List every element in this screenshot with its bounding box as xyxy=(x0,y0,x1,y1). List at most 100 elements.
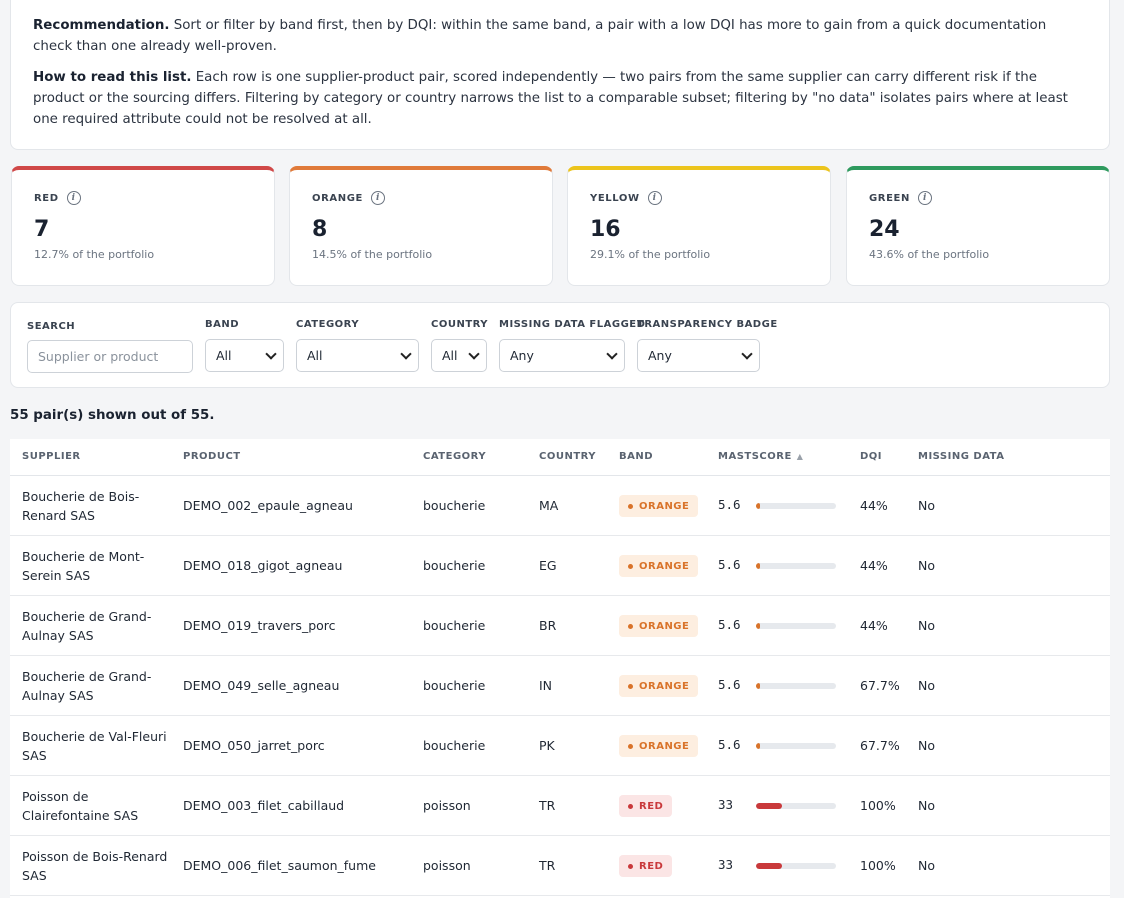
kpi-label: ORANGE xyxy=(312,192,363,204)
info-icon[interactable]: i xyxy=(647,191,662,205)
mastscore-bar-fill xyxy=(756,743,761,749)
category-select-value: All xyxy=(307,348,323,363)
header-supplier[interactable]: SUPPLIER xyxy=(22,451,81,462)
cell-supplier: Boucherie de Bois-Renard SAS xyxy=(22,489,140,523)
chevron-down-icon xyxy=(265,348,277,360)
cell-missing-data: No xyxy=(918,498,935,513)
cell-category: poisson xyxy=(423,798,471,813)
missing-data-select-value: Any xyxy=(510,348,534,363)
band-badge-label: ORANGE xyxy=(639,680,690,692)
band-dot-icon xyxy=(628,743,633,749)
cell-category: boucherie xyxy=(423,678,486,693)
cell-country: IN xyxy=(539,678,553,693)
band-dot-icon xyxy=(628,683,633,689)
table-row[interactable]: Boucherie de Mont-Serein SAS DEMO_018_gig… xyxy=(10,536,1110,596)
header-missing-data[interactable]: MISSING DATA xyxy=(918,451,1005,462)
cell-supplier: Boucherie de Mont-Serein SAS xyxy=(22,549,145,583)
info-icon[interactable]: i xyxy=(370,191,385,205)
recommendation-body: Sort or filter by band first, then by DQ… xyxy=(33,18,1047,54)
mastscore-bar-fill xyxy=(756,563,761,569)
band-dot-icon xyxy=(628,623,633,629)
country-select[interactable]: All xyxy=(431,339,487,372)
cell-product: DEMO_006_filet_saumon_fume xyxy=(183,858,376,873)
cell-mastscore: 33 xyxy=(718,857,734,872)
header-dqi[interactable]: DQI xyxy=(860,451,883,462)
header-mastscore[interactable]: MASTSCORE ▲ xyxy=(718,451,803,462)
cell-mastscore: 33 xyxy=(718,797,734,812)
search-input[interactable]: Supplier or product xyxy=(27,340,193,373)
cell-country: EG xyxy=(539,558,557,573)
kpi-card-red: RED i 7 12.7% of the portfolio xyxy=(11,166,275,286)
kpi-card-orange: ORANGE i 8 14.5% of the portfolio xyxy=(289,166,553,286)
cell-dqi: 67.7% xyxy=(860,738,900,753)
kpi-label: YELLOW xyxy=(590,192,640,204)
band-badge-label: ORANGE xyxy=(639,500,690,512)
header-product[interactable]: PRODUCT xyxy=(183,451,241,462)
pairs-table: SUPPLIER PRODUCT CATEGORY COUNTRY BAND M… xyxy=(10,439,1110,898)
band-select[interactable]: All xyxy=(205,339,284,372)
kpi-label: GREEN xyxy=(869,192,910,204)
recommendation-text: Recommendation. Sort or filter by band f… xyxy=(33,15,1087,57)
band-filter-label: BAND xyxy=(205,319,240,330)
kpi-value: 16 xyxy=(590,217,621,242)
cell-category: boucherie xyxy=(423,498,486,513)
table-row[interactable]: Poisson de Bois-Renard SAS DEMO_006_filet… xyxy=(10,836,1110,896)
cell-supplier: Poisson de Clairefontaine SAS xyxy=(22,789,139,823)
band-badge: ORANGE xyxy=(619,735,699,757)
band-badge-label: ORANGE xyxy=(639,620,690,632)
header-country[interactable]: COUNTRY xyxy=(539,451,597,462)
cell-dqi: 44% xyxy=(860,498,888,513)
band-dot-icon xyxy=(628,563,633,569)
cell-missing-data: No xyxy=(918,678,935,693)
transparency-badge-filter-label: TRANSPARENCY BADGE xyxy=(637,319,778,330)
mastscore-bar xyxy=(756,623,836,629)
kpi-card-yellow: YELLOW i 16 29.1% of the portfolio xyxy=(567,166,831,286)
info-icon[interactable]: i xyxy=(66,191,81,205)
cell-category: boucherie xyxy=(423,618,486,633)
guidance-card: Recommendation. Sort or filter by band f… xyxy=(10,0,1110,150)
table-row[interactable]: Boucherie de Grand-Aulnay SAS DEMO_019_tr… xyxy=(10,596,1110,656)
band-dot-icon xyxy=(628,803,633,809)
mastscore-bar xyxy=(756,803,836,809)
band-dot-icon xyxy=(628,503,633,509)
filter-bar: SEARCH Supplier or product BAND All CATE… xyxy=(10,302,1110,388)
band-badge: RED xyxy=(619,855,673,877)
cell-category: boucherie xyxy=(423,738,486,753)
kpi-value: 7 xyxy=(34,217,50,242)
mastscore-bar xyxy=(756,683,836,689)
missing-data-select[interactable]: Any xyxy=(499,339,625,372)
cell-dqi: 100% xyxy=(860,798,896,813)
missing-data-filter-label: MISSING DATA FLAGGED xyxy=(499,319,646,330)
info-icon[interactable]: i xyxy=(917,191,932,205)
cell-product: DEMO_019_travers_porc xyxy=(183,618,336,633)
transparency-badge-select[interactable]: Any xyxy=(637,339,760,372)
mastscore-bar-fill xyxy=(756,863,783,869)
kpi-share: 12.7% of the portfolio xyxy=(34,248,155,261)
country-filter-label: COUNTRY xyxy=(431,319,489,330)
table-row[interactable]: Boucherie de Grand-Aulnay SAS DEMO_049_se… xyxy=(10,656,1110,716)
band-badge: RED xyxy=(619,795,673,817)
category-select[interactable]: All xyxy=(296,339,419,372)
mastscore-bar-fill xyxy=(756,623,761,629)
how-to-read-text: How to read this list. Each row is one s… xyxy=(33,67,1087,130)
header-band[interactable]: BAND xyxy=(619,451,654,462)
cell-missing-data: No xyxy=(918,618,935,633)
header-category[interactable]: CATEGORY xyxy=(423,451,487,462)
search-label: SEARCH xyxy=(27,321,76,332)
chevron-down-icon xyxy=(468,348,480,360)
cell-country: TR xyxy=(539,798,556,813)
kpi-label: RED xyxy=(34,192,59,204)
table-row[interactable]: Boucherie de Val-Fleuri SAS DEMO_050_jarr… xyxy=(10,716,1110,776)
band-dot-icon xyxy=(628,863,633,869)
mastscore-bar-fill xyxy=(756,503,761,509)
chevron-down-icon xyxy=(741,348,753,360)
kpi-card-green: GREEN i 24 43.6% of the portfolio xyxy=(846,166,1110,286)
cell-supplier: Boucherie de Grand-Aulnay SAS xyxy=(22,669,152,703)
cell-supplier: Boucherie de Val-Fleuri SAS xyxy=(22,729,167,763)
cell-country: MA xyxy=(539,498,559,513)
cell-product: DEMO_049_selle_agneau xyxy=(183,678,340,693)
search-placeholder: Supplier or product xyxy=(38,349,159,364)
cell-missing-data: No xyxy=(918,558,935,573)
table-row[interactable]: Poisson de Clairefontaine SAS DEMO_003_fi… xyxy=(10,776,1110,836)
table-row[interactable]: Boucherie de Bois-Renard SAS DEMO_002_epa… xyxy=(10,476,1110,536)
